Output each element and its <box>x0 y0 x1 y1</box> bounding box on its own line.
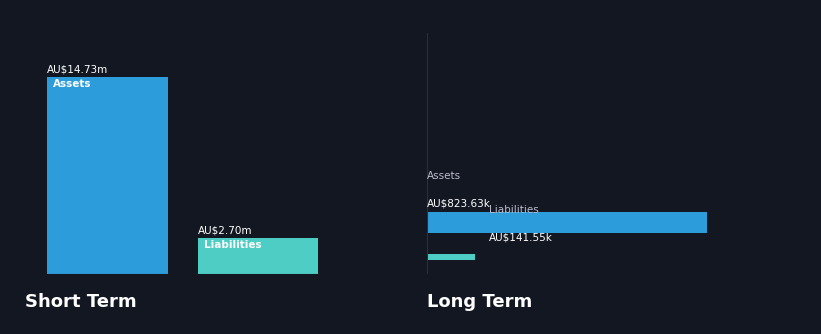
Bar <box>427 212 707 233</box>
Text: Assets: Assets <box>427 171 461 181</box>
Text: Liabilities: Liabilities <box>204 240 261 250</box>
Text: AU$2.70m: AU$2.70m <box>198 226 252 236</box>
Text: AU$14.73m: AU$14.73m <box>47 65 108 75</box>
Bar <box>427 254 475 260</box>
Text: Assets: Assets <box>53 79 92 89</box>
Bar <box>198 238 318 274</box>
Text: Short Term: Short Term <box>25 293 136 311</box>
Text: Liabilities: Liabilities <box>489 205 539 215</box>
Text: Long Term: Long Term <box>427 293 532 311</box>
Text: AU$141.55k: AU$141.55k <box>489 233 553 243</box>
Text: AU$823.63k: AU$823.63k <box>427 199 491 209</box>
Bar <box>47 77 167 274</box>
